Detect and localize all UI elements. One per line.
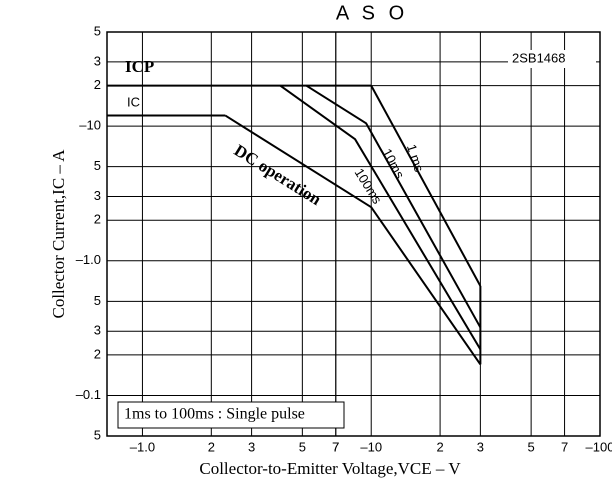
y-tick-label: 2 [94,346,101,361]
note-box [117,401,345,429]
line [305,84,482,328]
y-tick-label: 3 [94,188,101,203]
y-tick-label: 3 [94,323,101,338]
x-tick-label: –10 [360,439,382,454]
x-axis-label: Collector-to-Emitter Voltage,VCE – V [199,459,461,478]
plot-frame [106,31,601,437]
line [279,84,482,350]
series-label: 10ms [379,146,407,182]
x-tick-label: –100 [586,439,612,454]
y-tick-label: 5 [94,158,101,173]
x-tick-label: 3 [248,439,255,454]
y-tick-label: 5 [94,427,101,442]
line [224,114,482,365]
line [370,85,482,287]
y-tick-label: 2 [94,212,101,227]
chart-title: A S O [336,2,408,24]
x-tick-label: 5 [528,439,535,454]
x-tick-label: 7 [332,439,339,454]
x-tick-label: 2 [208,439,215,454]
series-label: 100ms [352,165,386,206]
x-tick-label: 7 [332,439,339,454]
y-axis-label: Collector Current,IC – A [49,149,68,319]
x-tick-label: 3 [477,439,484,454]
y-tick-label: –10 [79,118,101,133]
y-tick-label: 3 [94,53,101,68]
note: 1ms to 100ms : Single pulse [124,406,305,423]
y-tick-label: –0.1 [76,387,101,402]
y-tick-label: 2 [94,77,101,92]
series-label: 1 ms [404,142,427,174]
series-label: IC [127,94,140,109]
x-tick-label: –1.0 [130,439,155,454]
series-label: ICP [125,57,154,76]
x-tick-label: 2 [436,439,443,454]
y-tick-label: –1.0 [76,252,101,267]
subtitle: 2SB1468 [512,50,566,65]
y-tick-label: 5 [94,293,101,308]
series-label: DC operation [231,141,325,210]
subtitle-box [508,50,596,68]
x-tick-label: 5 [299,439,306,454]
y-tick-label: 5 [94,23,101,38]
x-tick-label: 7 [561,439,568,454]
